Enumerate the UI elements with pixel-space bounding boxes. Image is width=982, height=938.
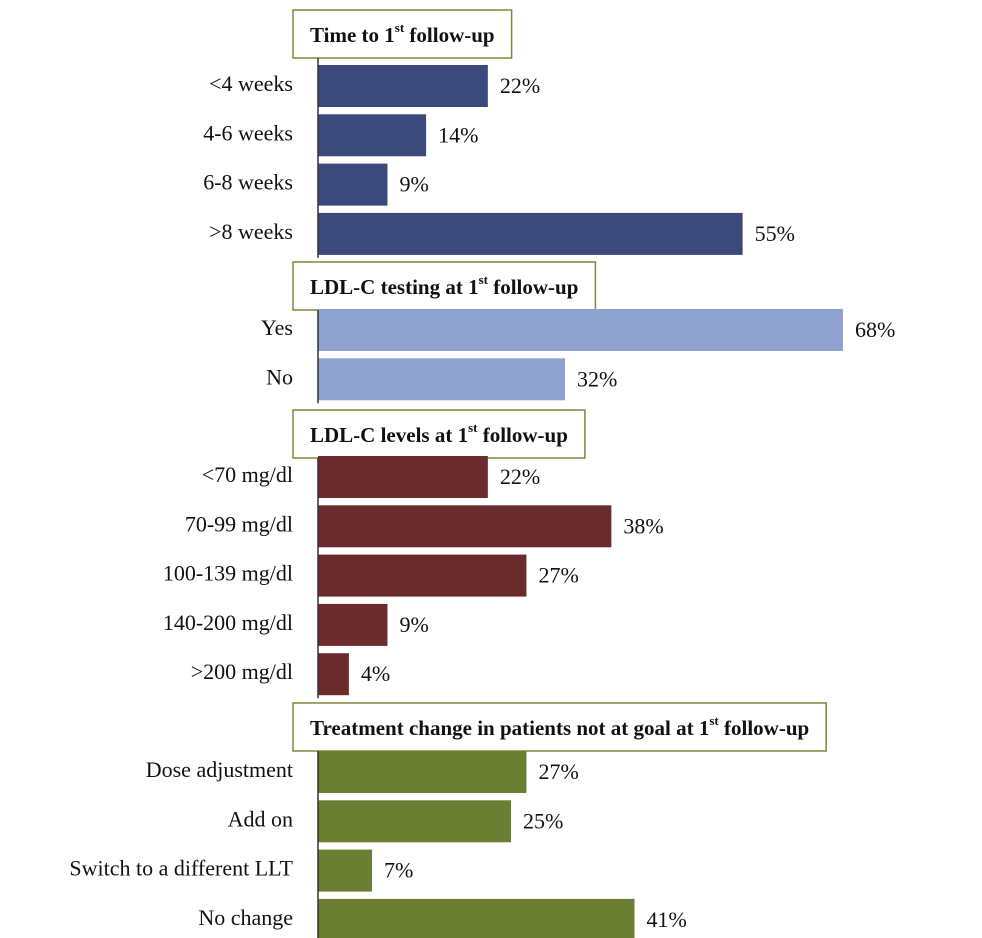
bar xyxy=(318,456,488,498)
category-label: 6-8 weeks xyxy=(203,170,293,195)
bar xyxy=(318,603,388,646)
bar xyxy=(318,212,743,255)
panel-title-box xyxy=(292,409,586,459)
bar xyxy=(318,849,373,892)
bar xyxy=(318,505,612,548)
bar xyxy=(318,358,566,401)
value-label: 25% xyxy=(523,808,563,833)
value-label: 9% xyxy=(399,612,428,637)
value-label: 68% xyxy=(855,317,895,342)
category-label: >200 mg/dl xyxy=(191,659,293,684)
category-label: >8 weeks xyxy=(209,219,293,244)
value-label: 55% xyxy=(755,221,795,246)
panel-title-box xyxy=(292,702,827,752)
value-label: 9% xyxy=(399,172,428,197)
value-label: 41% xyxy=(647,907,687,932)
panel-title: LDL-C levels at 1st follow-up xyxy=(310,420,568,447)
category-label: 100-139 mg/dl xyxy=(163,561,293,586)
bar xyxy=(318,898,635,938)
category-label: <4 weeks xyxy=(209,71,293,96)
panel-title: Treatment change in patients not at goal… xyxy=(310,713,809,740)
value-label: 4% xyxy=(361,661,390,686)
category-label: Dose adjustment xyxy=(146,757,293,782)
value-label: 32% xyxy=(577,366,617,391)
value-label: 7% xyxy=(384,858,413,883)
bar xyxy=(318,309,843,351)
bar xyxy=(318,800,511,843)
bar xyxy=(318,114,427,157)
bar xyxy=(318,65,488,107)
category-label: <70 mg/dl xyxy=(202,462,293,487)
category-label: 70-99 mg/dl xyxy=(185,511,293,536)
panel-title: LDL-C testing at 1st follow-up xyxy=(310,272,578,299)
bar xyxy=(318,751,527,793)
bar xyxy=(318,554,527,597)
panel-title: Time to 1st follow-up xyxy=(310,20,495,47)
bar xyxy=(318,653,349,696)
panel-title-box xyxy=(292,9,513,59)
category-label: Switch to a different LLT xyxy=(69,856,293,881)
value-label: 22% xyxy=(500,464,540,489)
value-label: 27% xyxy=(538,563,578,588)
category-label: Add on xyxy=(228,806,293,831)
value-label: 27% xyxy=(538,759,578,784)
panel-title-box xyxy=(292,261,597,311)
category-label: 4-6 weeks xyxy=(203,120,293,145)
value-label: 38% xyxy=(623,513,663,538)
category-label: 140-200 mg/dl xyxy=(163,610,293,635)
value-label: 14% xyxy=(438,122,478,147)
category-label: No change xyxy=(198,905,293,930)
category-label: Yes xyxy=(261,315,293,340)
value-label: 22% xyxy=(500,73,540,98)
bar xyxy=(318,163,388,206)
category-label: No xyxy=(266,364,293,389)
